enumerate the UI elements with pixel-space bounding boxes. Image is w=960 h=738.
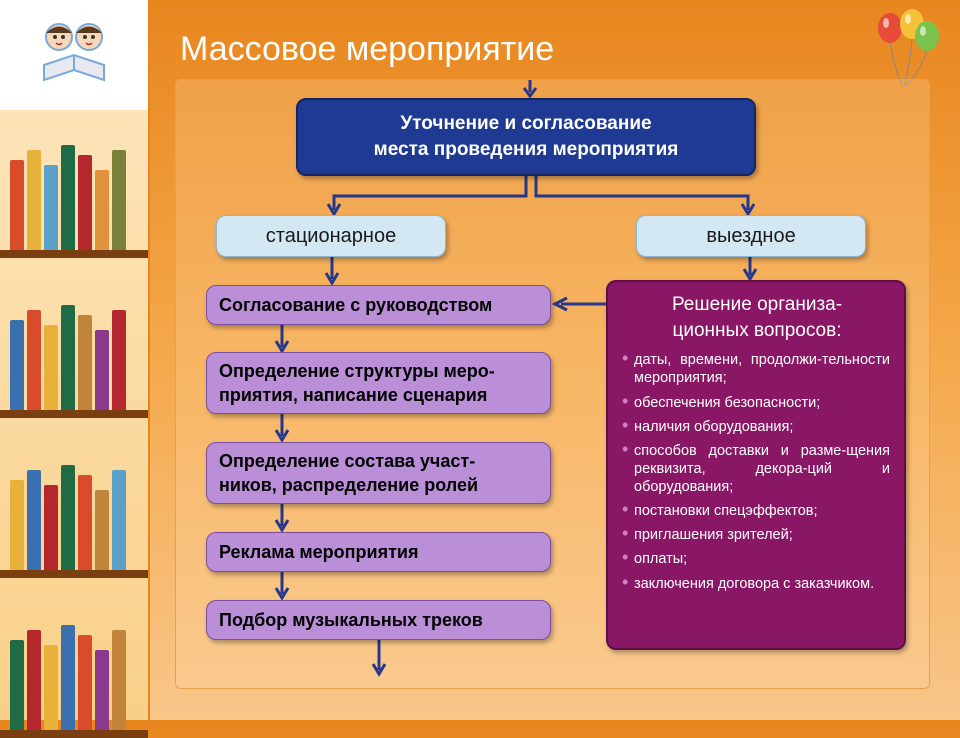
book-spine <box>44 485 58 570</box>
main-area: Массовое мероприятие <box>155 0 960 720</box>
step-text: Подбор музыкальных треков <box>219 608 483 632</box>
step-3: Определение состава участ-ников, распред… <box>206 442 551 504</box>
root-node: Уточнение и согласованиеместа проведения… <box>296 98 756 176</box>
arrow-right-to-step1 <box>551 296 609 312</box>
children-reading-icon <box>0 0 150 110</box>
step-5: Подбор музыкальных треков <box>206 600 551 640</box>
right-panel-item: обеспечения безопасности; <box>624 394 890 412</box>
branch-offsite: выездное <box>636 215 866 257</box>
book-spine <box>95 170 109 250</box>
branch-left-label: стационарное <box>266 225 396 248</box>
step-text: Реклама мероприятия <box>219 540 418 564</box>
organizational-questions-panel: Решение организа-ционных вопросов: даты,… <box>606 280 906 650</box>
branch-stationary: стационарное <box>216 215 446 257</box>
book-spine <box>10 320 24 410</box>
arrow-step3-to-step4 <box>274 504 290 534</box>
bookshelf-illustration <box>0 110 150 720</box>
book-spine <box>61 625 75 730</box>
root-node-text: Уточнение и согласованиеместа проведения… <box>374 111 679 162</box>
book-spine <box>78 155 92 250</box>
right-panel-item: заключения договора с заказчиком. <box>624 575 890 593</box>
step-text: Определение структуры меро-приятия, напи… <box>219 359 495 408</box>
book-spine <box>112 150 126 250</box>
book-spine <box>95 650 109 730</box>
right-panel-title: Решение организа-ционных вопросов: <box>624 292 890 343</box>
branch-right-label: выездное <box>706 225 795 248</box>
right-panel-list: даты, времени, продолжи-тельности меропр… <box>624 351 890 592</box>
arrow-left-branch-down <box>324 257 340 287</box>
right-panel-item: наличия оборудования; <box>624 418 890 436</box>
book-spine <box>27 310 41 410</box>
right-panel-item: оплаты; <box>624 550 890 568</box>
book-spine <box>112 470 126 570</box>
book-spine <box>61 305 75 410</box>
arrow-out-bottom <box>371 640 387 678</box>
book-spine <box>10 640 24 730</box>
book-spine <box>78 635 92 730</box>
arrow-root-to-right <box>526 176 756 218</box>
book-spine <box>27 150 41 250</box>
book-spine <box>10 480 24 570</box>
book-spine <box>27 470 41 570</box>
arrow-step1-to-step2 <box>274 325 290 355</box>
arrow-into-root <box>522 80 538 100</box>
shelf-row <box>10 450 138 570</box>
step-text: Определение состава участ-ников, распред… <box>219 449 478 498</box>
right-panel-item: способов доставки и разме-щения реквизит… <box>624 442 890 496</box>
arrow-root-to-left <box>326 176 536 218</box>
shelf-row <box>10 130 138 250</box>
flowchart-container: Уточнение и согласованиеместа проведения… <box>175 79 930 689</box>
book-spine <box>10 160 24 250</box>
book-spine <box>112 310 126 410</box>
book-spine <box>44 325 58 410</box>
book-spine <box>27 630 41 730</box>
book-spine <box>112 630 126 730</box>
book-spine <box>95 330 109 410</box>
sidebar <box>0 0 150 720</box>
step-1: Согласование с руководством <box>206 285 551 325</box>
book-spine <box>78 315 92 410</box>
step-text: Согласование с руководством <box>219 293 492 317</box>
step-4: Реклама мероприятия <box>206 532 551 572</box>
arrow-step2-to-step3 <box>274 414 290 444</box>
book-spine <box>44 645 58 730</box>
right-panel-item: постановки спецэффектов; <box>624 502 890 520</box>
arrow-step4-to-step5 <box>274 572 290 602</box>
shelf-row <box>10 290 138 410</box>
book-spine <box>44 165 58 250</box>
book-spine <box>78 475 92 570</box>
shelf-row <box>10 610 138 730</box>
right-panel-item: приглашения зрителей; <box>624 526 890 544</box>
right-panel-item: даты, времени, продолжи-тельности меропр… <box>624 351 890 387</box>
book-spine <box>61 145 75 250</box>
slide-title: Массовое мероприятие <box>180 30 930 69</box>
book-spine <box>95 490 109 570</box>
book-spine <box>61 465 75 570</box>
step-2: Определение структуры меро-приятия, напи… <box>206 352 551 414</box>
